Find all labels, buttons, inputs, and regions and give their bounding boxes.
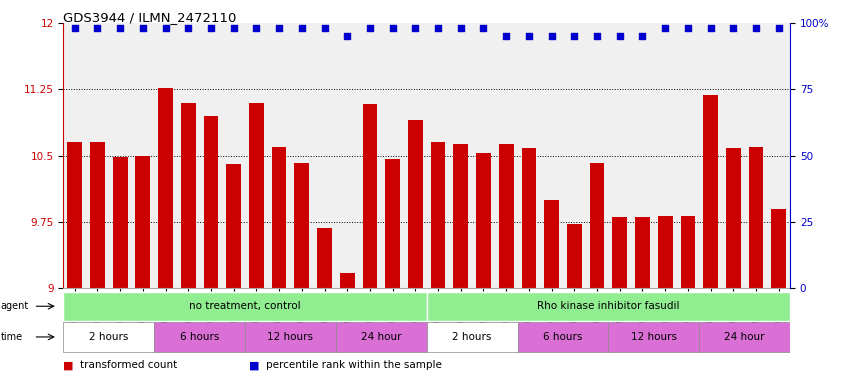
Bar [771,209,785,288]
Text: 2 hours: 2 hours [89,332,128,342]
Bar [657,217,672,288]
Bar [339,273,354,288]
Point [136,25,149,31]
Bar [498,144,513,288]
Text: 12 hours: 12 hours [268,332,313,342]
Point [635,33,648,40]
Bar [336,322,426,352]
Point [749,25,762,31]
Point [90,25,104,31]
Bar [63,322,154,352]
Point [612,33,625,40]
Bar [272,147,286,288]
Bar [154,322,245,352]
Text: no treatment, control: no treatment, control [189,301,300,311]
Bar [90,142,105,288]
Text: time: time [1,332,23,342]
Bar [725,147,740,288]
Text: 24 hour: 24 hour [723,332,764,342]
Point [544,33,558,40]
Bar [544,200,559,288]
Bar [408,120,422,288]
Point [386,25,399,31]
Point [204,25,218,31]
Text: Rho kinase inhibitor fasudil: Rho kinase inhibitor fasudil [537,301,679,311]
Point [567,33,581,40]
Point [476,25,490,31]
Bar [362,104,377,288]
Bar [68,142,82,288]
Bar [517,322,608,352]
Text: 6 hours: 6 hours [180,332,219,342]
Bar [702,96,717,288]
Bar [316,228,332,288]
Bar [245,322,336,352]
Point [430,25,444,31]
Bar [608,322,699,352]
Point [113,25,127,31]
Point [522,33,535,40]
Bar [589,162,603,288]
Point [227,25,241,31]
Bar [475,153,490,288]
Point [340,33,354,40]
Bar [135,156,150,288]
Bar [679,217,695,288]
Text: GDS3944 / ILMN_2472110: GDS3944 / ILMN_2472110 [63,12,236,25]
Bar [426,292,789,321]
Text: 12 hours: 12 hours [630,332,676,342]
Bar [612,217,626,288]
Text: transformed count: transformed count [80,360,177,371]
Point [771,25,785,31]
Point [408,25,422,31]
Bar [203,116,218,288]
Text: 24 hour: 24 hour [360,332,401,342]
Bar [430,142,445,288]
Point [499,33,512,40]
Bar [249,103,263,288]
Text: ■: ■ [249,360,263,371]
Point [295,25,308,31]
Text: ■: ■ [63,360,78,371]
Text: agent: agent [1,301,29,311]
Bar [748,147,762,288]
Point [68,25,81,31]
Bar [385,159,399,288]
Bar [453,144,468,288]
Bar [521,149,536,288]
Bar [426,322,517,352]
Point [726,25,739,31]
Bar [226,164,241,288]
Bar [635,217,649,288]
Bar [158,88,173,288]
Point [590,33,603,40]
Point [453,25,467,31]
Point [249,25,262,31]
Point [317,25,331,31]
Point [159,25,172,31]
Bar [699,322,789,352]
Point [703,25,717,31]
Bar [294,162,309,288]
Bar [112,157,127,288]
Bar [566,224,581,288]
Point [657,25,671,31]
Bar [63,292,426,321]
Text: 2 hours: 2 hours [452,332,491,342]
Point [272,25,285,31]
Text: 6 hours: 6 hours [543,332,582,342]
Point [181,25,195,31]
Text: percentile rank within the sample: percentile rank within the sample [266,360,441,371]
Point [363,25,376,31]
Bar [181,103,196,288]
Point [680,25,694,31]
